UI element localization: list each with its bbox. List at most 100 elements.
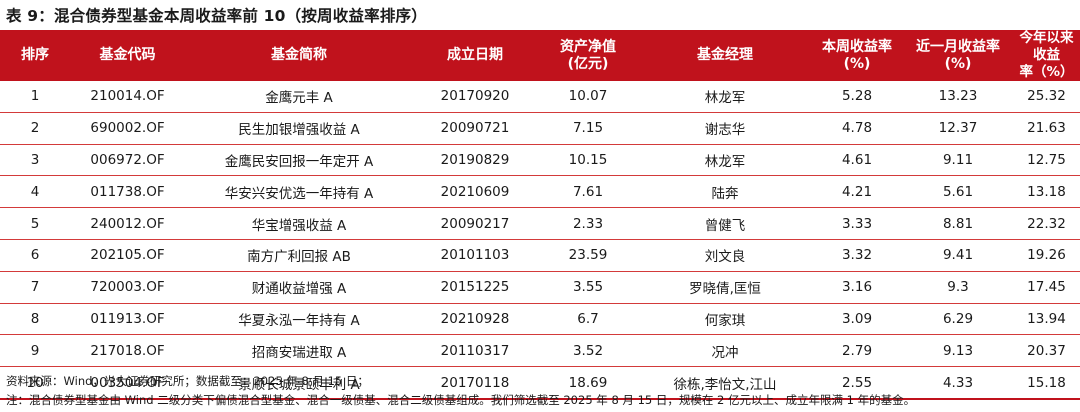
net-assets-cell: 3.52 bbox=[537, 334, 639, 368]
table-row: 7 720003.OF 财通收益增强 A 20151225 3.55 罗晓倩,匡恒 3.16… bbox=[0, 271, 1080, 304]
net-assets-cell: 3.55 bbox=[537, 271, 639, 304]
footnote: 注：混合债券型基金由 Wind 二级分类下偏债混合型基金、混合一级债基、混合二级… bbox=[6, 393, 916, 407]
ytd-return-cell: 21.63 bbox=[1013, 112, 1080, 145]
table-body: 1 210014.OF 金鹰元丰 A 20170920 10.07 林龙军 5.28 13.2… bbox=[0, 81, 1080, 400]
net-assets-cell: 23.59 bbox=[537, 239, 639, 272]
weekly-return-cell: 3.32 bbox=[811, 239, 903, 272]
table-title: 表 9：混合债券型基金本周收益率前 10（按周收益率排序） bbox=[6, 7, 427, 25]
manager-cell: 陆奔 bbox=[639, 175, 811, 209]
inception-date-cell: 20170920 bbox=[413, 81, 537, 113]
fund-code-cell: 690002.OF bbox=[70, 112, 185, 145]
rank-cell: 3 bbox=[0, 144, 70, 177]
monthly-return-cell: 12.37 bbox=[903, 112, 1013, 145]
manager-cell: 徐栋,李怡文,江山 bbox=[639, 366, 811, 400]
source-note: 资料来源：Wind，光大证券研究所；数据截至：2025 年 8 月 15 日； bbox=[6, 374, 369, 388]
fund-name-cell: 金鹰元丰 A bbox=[185, 81, 413, 113]
manager-cell: 林龙军 bbox=[639, 81, 811, 113]
table-row: 3 006972.OF 金鹰民安回报一年定开 A 20190829 10.15 林龙军 4.… bbox=[0, 144, 1080, 177]
fund-name-cell: 景顺长城景颐丰利 A bbox=[185, 366, 413, 400]
weekly-return-cell: 3.09 bbox=[811, 303, 903, 336]
fund-name-cell: 华宝增强收益 A bbox=[185, 207, 413, 240]
weekly-return-cell: 5.28 bbox=[811, 81, 903, 113]
inception-date-cell: 20190829 bbox=[413, 144, 537, 177]
fund-name-cell: 招商安瑞进取 A bbox=[185, 334, 413, 368]
fund-code-cell: 217018.OF bbox=[70, 334, 185, 368]
fund-code-cell: 003504.OF bbox=[70, 366, 185, 400]
rank-cell: 9 bbox=[0, 334, 70, 368]
net-assets-cell: 18.69 bbox=[537, 366, 639, 400]
manager-cell: 曾健飞 bbox=[639, 207, 811, 240]
fund-code-cell: 240012.OF bbox=[70, 207, 185, 240]
manager-cell: 何家琪 bbox=[639, 303, 811, 336]
fund-name-cell: 财通收益增强 A bbox=[185, 271, 413, 304]
fund-name-cell: 民生加银增强收益 A bbox=[185, 112, 413, 145]
manager-cell: 林龙军 bbox=[639, 144, 811, 177]
inception-date-cell: 20101103 bbox=[413, 239, 537, 272]
table-header-row: 排序 基金代码 基金简称 成立日期 资产净值 (亿元) 基金经理 本周收益率 (%) 近一月收… bbox=[0, 30, 1080, 81]
fund-name-cell: 金鹰民安回报一年定开 A bbox=[185, 144, 413, 177]
inception-date-cell: 20090721 bbox=[413, 112, 537, 145]
inception-date-cell: 20210609 bbox=[413, 175, 537, 209]
rank-cell: 10 bbox=[0, 366, 70, 400]
rank-cell: 2 bbox=[0, 112, 70, 145]
table-row: 4 011738.OF 华安兴安优选一年持有 A 20210609 7.61 陆奔 4.21… bbox=[0, 175, 1080, 209]
header-monthly-return: 近一月收益率 (%) bbox=[903, 30, 1013, 81]
rank-cell: 5 bbox=[0, 207, 70, 240]
ytd-return-cell: 20.37 bbox=[1013, 334, 1080, 368]
weekly-return-cell: 4.61 bbox=[811, 144, 903, 177]
table-row: 1 210014.OF 金鹰元丰 A 20170920 10.07 林龙军 5.28 13.2… bbox=[0, 81, 1080, 113]
rank-cell: 8 bbox=[0, 303, 70, 336]
monthly-return-cell: 8.81 bbox=[903, 207, 1013, 240]
monthly-return-cell: 9.3 bbox=[903, 271, 1013, 304]
weekly-return-cell: 3.33 bbox=[811, 207, 903, 240]
weekly-return-cell: 4.21 bbox=[811, 175, 903, 209]
header-net-assets: 资产净值 (亿元) bbox=[537, 30, 639, 81]
monthly-return-cell: 9.11 bbox=[903, 144, 1013, 177]
header-fund-name: 基金简称 bbox=[185, 30, 413, 81]
weekly-return-cell: 2.55 bbox=[811, 366, 903, 400]
rank-cell: 4 bbox=[0, 175, 70, 209]
table-row: 10 003504.OF 景顺长城景颐丰利 A 20170118 18.69 徐栋,李怡文… bbox=[0, 366, 1080, 400]
ytd-return-cell: 15.18 bbox=[1013, 366, 1080, 400]
ytd-return-cell: 13.18 bbox=[1013, 175, 1080, 209]
monthly-return-cell: 9.13 bbox=[903, 334, 1013, 368]
manager-cell: 刘文良 bbox=[639, 239, 811, 272]
rank-cell: 7 bbox=[0, 271, 70, 304]
table-row: 8 011913.OF 华夏永泓一年持有 A 20210928 6.7 何家琪 3.09 6.… bbox=[0, 303, 1080, 336]
weekly-return-cell: 4.78 bbox=[811, 112, 903, 145]
inception-date-cell: 20170118 bbox=[413, 366, 537, 400]
weekly-return-cell: 3.16 bbox=[811, 271, 903, 304]
table-row: 2 690002.OF 民生加银增强收益 A 20090721 7.15 谢志华 4.78 1… bbox=[0, 112, 1080, 145]
inception-date-cell: 20151225 bbox=[413, 271, 537, 304]
weekly-return-cell: 2.79 bbox=[811, 334, 903, 368]
inception-date-cell: 20090217 bbox=[413, 207, 537, 240]
fund-name-cell: 华夏永泓一年持有 A bbox=[185, 303, 413, 336]
ytd-return-cell: 17.45 bbox=[1013, 271, 1080, 304]
header-weekly-return: 本周收益率 (%) bbox=[811, 30, 903, 81]
fund-code-cell: 202105.OF bbox=[70, 239, 185, 272]
fund-code-cell: 210014.OF bbox=[70, 81, 185, 113]
fund-name-cell: 华安兴安优选一年持有 A bbox=[185, 175, 413, 209]
net-assets-cell: 7.61 bbox=[537, 175, 639, 209]
fund-code-cell: 720003.OF bbox=[70, 271, 185, 304]
manager-cell: 谢志华 bbox=[639, 112, 811, 145]
header-inception-date: 成立日期 bbox=[413, 30, 537, 81]
fund-code-cell: 006972.OF bbox=[70, 144, 185, 177]
rank-cell: 6 bbox=[0, 239, 70, 272]
net-assets-cell: 10.07 bbox=[537, 81, 639, 113]
ytd-return-cell: 13.94 bbox=[1013, 303, 1080, 336]
header-manager: 基金经理 bbox=[639, 30, 811, 81]
manager-cell: 况冲 bbox=[639, 334, 811, 368]
table-row: 5 240012.OF 华宝增强收益 A 20090217 2.33 曾健飞 3.33 8.8… bbox=[0, 207, 1080, 240]
table-row: 9 217018.OF 招商安瑞进取 A 20110317 3.52 况冲 2.79 9.13… bbox=[0, 334, 1080, 368]
net-assets-cell: 6.7 bbox=[537, 303, 639, 336]
table-row: 6 202105.OF 南方广利回报 AB 20101103 23.59 刘文良 3.32 9… bbox=[0, 239, 1080, 272]
manager-cell: 罗晓倩,匡恒 bbox=[639, 271, 811, 304]
monthly-return-cell: 5.61 bbox=[903, 175, 1013, 209]
monthly-return-cell: 4.33 bbox=[903, 366, 1013, 400]
ytd-return-cell: 22.32 bbox=[1013, 207, 1080, 240]
rank-cell: 1 bbox=[0, 81, 70, 113]
inception-date-cell: 20210928 bbox=[413, 303, 537, 336]
fund-name-cell: 南方广利回报 AB bbox=[185, 239, 413, 272]
ytd-return-cell: 25.32 bbox=[1013, 81, 1080, 113]
